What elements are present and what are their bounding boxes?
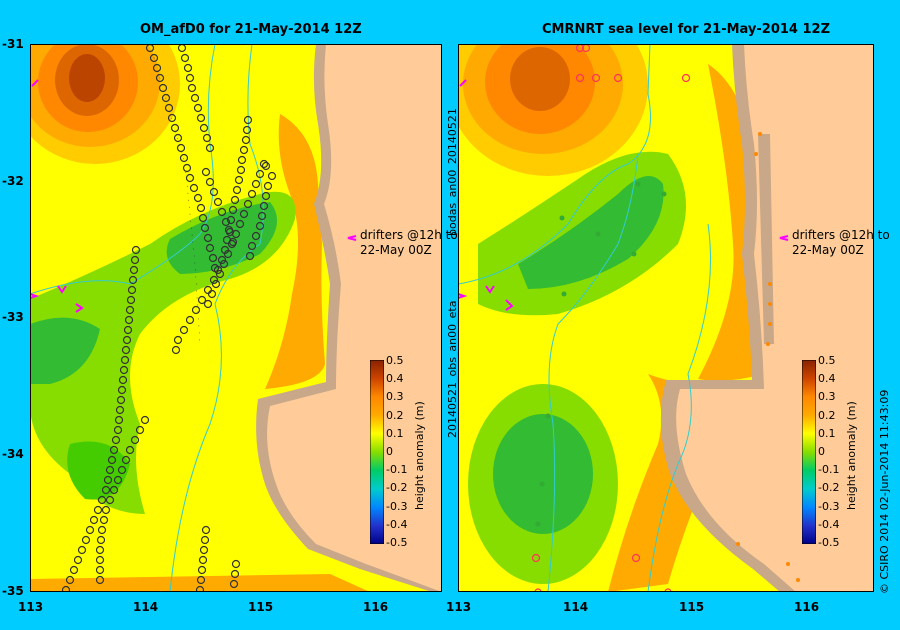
y-tick: -35 bbox=[2, 584, 24, 598]
colorbar-tick: -0.3 bbox=[818, 499, 840, 513]
x-tick: 113 bbox=[446, 600, 472, 614]
colorbar-tick: -0.2 bbox=[386, 481, 408, 495]
colorbar-tick: -0.1 bbox=[386, 463, 408, 477]
colorbar-tick: 0.4 bbox=[386, 372, 404, 386]
y-tick: -33 bbox=[2, 310, 24, 324]
colorbar-tick: 0.3 bbox=[386, 390, 404, 404]
right-colorbar-label: height anomaly (m) bbox=[845, 401, 858, 510]
colorbar-tick: 0.5 bbox=[818, 354, 836, 367]
colorbar-tick: 0.1 bbox=[386, 426, 404, 440]
left-map bbox=[30, 44, 442, 592]
colorbar-tick: -0.5 bbox=[386, 536, 408, 549]
right-map bbox=[458, 44, 874, 592]
run-id-text: 20140521_obs_an00_eta bbox=[446, 300, 459, 438]
colorbar-tick: 0.3 bbox=[818, 390, 836, 404]
right-colorbar bbox=[802, 360, 816, 544]
x-tick: 115 bbox=[248, 600, 274, 614]
run-id-top-text: bodas_an00_20140521 bbox=[446, 108, 459, 236]
annotation-line: 22-May 00Z bbox=[792, 243, 864, 257]
colorbar-tick: 0.2 bbox=[386, 408, 404, 422]
colorbar-tick: -0.1 bbox=[818, 463, 840, 477]
x-tick: 114 bbox=[563, 600, 589, 614]
drifter-tracks bbox=[61, 44, 277, 592]
x-tick: 115 bbox=[679, 600, 705, 614]
colorbar-tick: -0.4 bbox=[386, 517, 408, 531]
y-tick: -31 bbox=[2, 37, 24, 51]
left-colorbar-label: height anomaly (m) bbox=[413, 401, 426, 510]
left-drifter-annotation: drifters @12h to 22-May 00Z bbox=[360, 228, 458, 258]
colorbar-tick: -0.3 bbox=[386, 499, 408, 513]
annotation-line: drifters @12h to bbox=[792, 228, 890, 242]
x-tick: 113 bbox=[18, 600, 44, 614]
colorbar-tick: 0 bbox=[386, 445, 393, 458]
right-drifter-annotation: drifters @12h to 22-May 00Z bbox=[792, 228, 890, 258]
copyright-text: © CSIRO 2014 02-Jun-2014 11:43:09 bbox=[878, 389, 891, 594]
annotation-line: 22-May 00Z bbox=[360, 243, 432, 257]
colorbar-tick: -0.4 bbox=[818, 517, 840, 531]
x-tick: 116 bbox=[794, 600, 820, 614]
y-tick: -34 bbox=[2, 447, 24, 461]
colorbar-tick: 0.1 bbox=[818, 426, 836, 440]
x-tick: 114 bbox=[133, 600, 159, 614]
right-panel-title: CMRNRT sea level for 21-May-2014 12Z bbox=[542, 22, 830, 37]
annotation-line: drifters @12h to bbox=[360, 228, 458, 242]
y-tick: -32 bbox=[2, 174, 24, 188]
left-colorbar bbox=[370, 360, 384, 544]
colorbar-tick: -0.2 bbox=[818, 481, 840, 495]
x-tick: 116 bbox=[363, 600, 389, 614]
colorbar-tick: 0.2 bbox=[818, 408, 836, 422]
colorbar-tick: 0.5 bbox=[386, 354, 404, 367]
colorbar-tick: 0.4 bbox=[818, 372, 836, 386]
left-panel-title: OM_afD0 for 21-May-2014 12Z bbox=[140, 22, 362, 37]
colorbar-tick: 0 bbox=[818, 445, 825, 458]
colorbar-tick: -0.5 bbox=[818, 536, 840, 549]
